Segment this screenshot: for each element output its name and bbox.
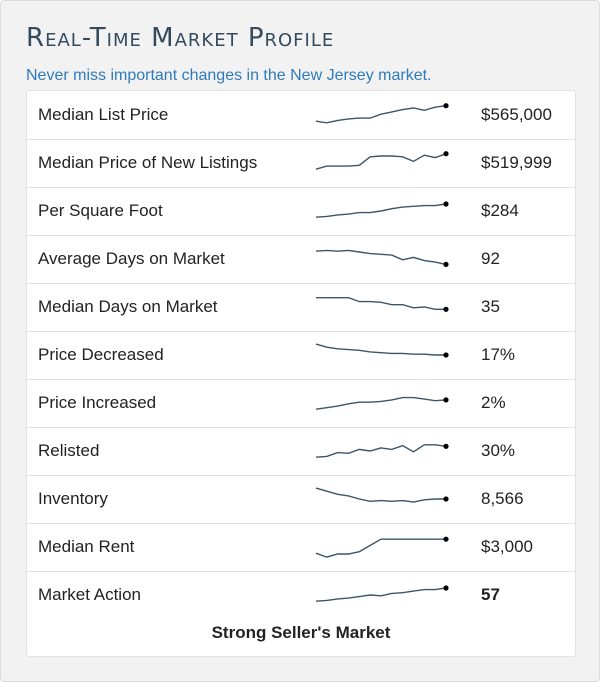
metric-value: 57 <box>481 585 500 604</box>
metric-value: 17% <box>481 345 516 364</box>
metric-label: Inventory <box>38 489 108 508</box>
sparkline-series <box>315 396 447 410</box>
metric-label: Relisted <box>38 441 100 460</box>
metric-label: Price Increased <box>38 393 157 412</box>
sparkline-endpoint <box>443 443 449 449</box>
sparkline-series <box>315 249 447 266</box>
metric-label: Per Square Foot <box>38 201 163 220</box>
sparkline-chart <box>316 296 449 312</box>
metric-label: Market Action <box>38 585 141 604</box>
metric-value: 35 <box>481 297 500 316</box>
sparkline-chart <box>315 443 449 458</box>
sparkline-series <box>315 153 447 170</box>
metric-row-median-list-price: Median List Price $565,000 <box>27 91 575 140</box>
sparkline-endpoint <box>443 397 449 403</box>
metric-label: Median Price of New Listings <box>38 153 258 172</box>
sparkline-series <box>315 487 446 503</box>
metric-row-inventory: Inventory 8,566 <box>27 475 575 524</box>
sparkline-chart <box>315 249 449 267</box>
metric-value: $519,999 <box>481 153 552 172</box>
metric-row-per-square-foot: Per Square Foot $284 <box>27 187 575 236</box>
metric-row-market-action: Market Action 57 <box>27 571 575 619</box>
sparkline-series <box>315 203 447 218</box>
sparkline-endpoint <box>443 201 449 207</box>
metric-value: $565,000 <box>481 105 552 124</box>
sparkline-endpoint <box>443 261 449 267</box>
sparkline-series <box>315 444 447 458</box>
metric-label: Median Days on Market <box>38 297 218 316</box>
market-verdict: Strong Seller's Market <box>211 623 391 642</box>
sparkline-series <box>315 587 447 602</box>
metrics-card: Median List Price $565,000 Median Price … <box>26 90 576 657</box>
sparkline-endpoint <box>443 306 449 312</box>
metric-label: Median Rent <box>38 537 135 556</box>
sparkline-chart <box>315 396 449 410</box>
page-title: Real-Time Market Profile <box>26 23 335 53</box>
metric-value: 92 <box>481 249 500 268</box>
metric-value: 8,566 <box>481 489 524 508</box>
metric-row-price-increased: Price Increased 2% <box>27 379 575 428</box>
metric-row-median-price-new-listings: Median Price of New Listings $519,999 <box>27 139 575 188</box>
sparkline-chart <box>315 536 449 558</box>
sparkline-chart <box>315 103 449 124</box>
sparkline-endpoint <box>443 103 449 109</box>
sparkline-chart <box>315 343 449 358</box>
metric-value: $284 <box>481 201 519 220</box>
metric-label: Price Decreased <box>38 345 164 364</box>
sparkline-chart <box>315 151 449 170</box>
sparkline-endpoint <box>443 496 449 502</box>
metric-row-price-decreased: Price Decreased 17% <box>27 331 575 380</box>
sparkline-series <box>315 343 446 356</box>
sparkline-endpoint <box>443 585 449 591</box>
subtitle: Never miss important changes in the New … <box>26 67 432 84</box>
metric-label: Average Days on Market <box>38 249 225 268</box>
metric-row-average-days-on-market: Average Days on Market 92 <box>27 235 575 284</box>
metric-value: $3,000 <box>481 537 533 556</box>
sparkline-chart <box>315 487 449 503</box>
sparkline-series <box>316 296 446 310</box>
metric-label: Median List Price <box>38 105 169 124</box>
sparkline-endpoint <box>443 151 449 157</box>
sparkline-chart <box>315 585 449 602</box>
metric-row-relisted: Relisted 30% <box>27 427 575 476</box>
sparkline-series <box>315 105 447 124</box>
metric-value: 30% <box>481 441 516 460</box>
sparkline-chart <box>315 201 449 218</box>
metric-row-median-rent: Median Rent $3,000 <box>27 523 575 572</box>
sparkline-endpoint <box>443 536 449 542</box>
metric-value: 2% <box>481 393 506 412</box>
sparkline-series <box>315 538 446 558</box>
sparkline-endpoint <box>443 352 449 358</box>
metric-row-median-days-on-market: Median Days on Market 35 <box>27 283 575 332</box>
